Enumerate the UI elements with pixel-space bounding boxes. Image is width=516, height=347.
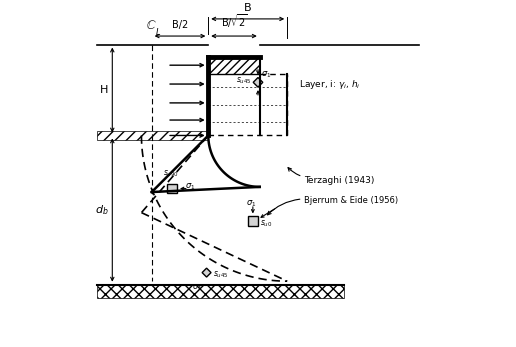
Text: Layer, i: $\gamma_i$, $h_i$: Layer, i: $\gamma_i$, $h_i$ [299,77,361,91]
Text: $\sigma_1$: $\sigma_1$ [192,283,202,293]
Text: $s_{u0}$: $s_{u0}$ [260,219,272,229]
Text: $d_b$: $d_b$ [95,203,109,217]
Text: $s_{u90}$: $s_{u90}$ [163,169,179,179]
Text: B/2: B/2 [172,20,188,30]
Text: B/$\sqrt{2}$: B/$\sqrt{2}$ [221,12,247,30]
Text: L: L [156,28,161,37]
Text: Terzaghi (1943): Terzaghi (1943) [304,176,375,185]
Bar [208,57,260,74]
Text: $\sigma_1$: $\sigma_1$ [185,181,196,192]
Polygon shape [202,268,211,277]
Bar [97,132,208,139]
Text: $\mathbb{C}$: $\mathbb{C}$ [147,19,157,32]
Bar [97,285,344,298]
Bar [168,184,177,193]
Text: $\sigma_1$: $\sigma_1$ [262,69,272,80]
Polygon shape [253,77,263,87]
Bar [248,217,257,226]
Text: $\sigma_{1}$: $\sigma_{1}$ [246,199,256,209]
Text: H: H [100,85,108,95]
Text: $s_{u45}$: $s_{u45}$ [236,75,251,86]
Text: B: B [244,3,251,13]
Text: Bjerrum & Eide (1956): Bjerrum & Eide (1956) [304,196,398,205]
Text: $s_{u45}$: $s_{u45}$ [214,269,229,280]
